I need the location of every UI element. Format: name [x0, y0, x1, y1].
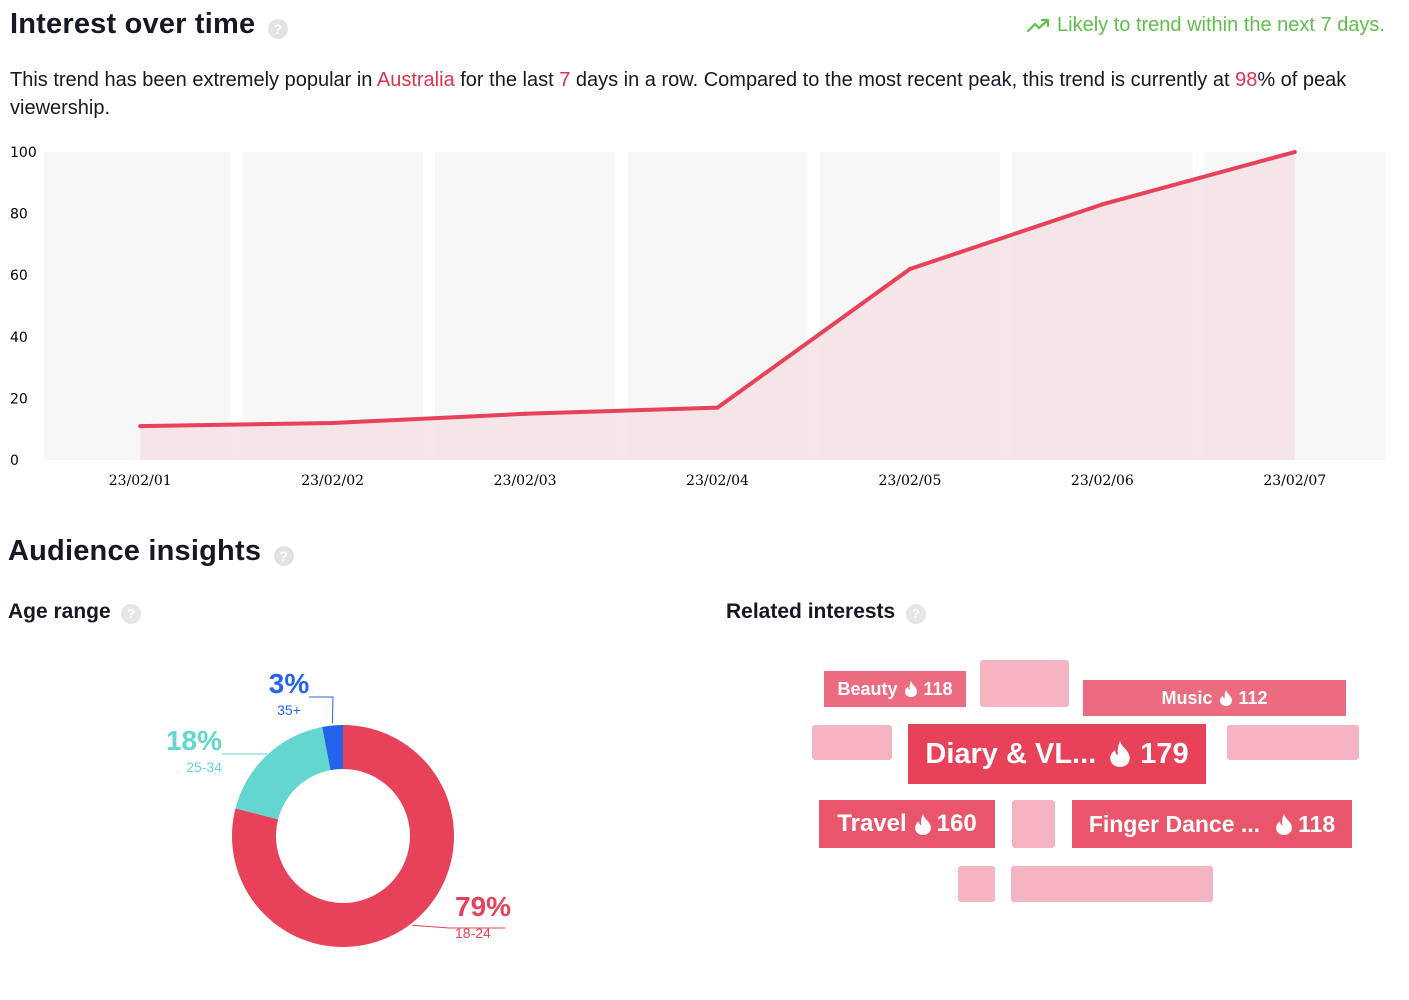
grid-band [434, 152, 616, 460]
flame-icon [1220, 690, 1233, 706]
interest-label: Music [1161, 687, 1213, 708]
data-point[interactable] [1100, 202, 1105, 207]
interest-label: Travel [837, 810, 907, 837]
age-range-header: Age range ? [8, 600, 142, 624]
interest-bubble-beauty[interactable]: Beauty 118 [824, 671, 966, 707]
slice-age-label: 35+ [277, 702, 301, 718]
forecast-text: Likely to trend within the next 7 days. [1057, 14, 1385, 36]
help-icon[interactable]: ? [905, 603, 926, 624]
data-point[interactable] [330, 421, 335, 426]
flame-icon [914, 813, 931, 835]
placeholder-bubble [812, 725, 892, 760]
grid-band [44, 152, 231, 460]
donut-slice-25-34[interactable] [235, 726, 331, 820]
grid-band [242, 152, 423, 460]
desc-part1: This trend has been extremely popular in [10, 69, 377, 91]
y-tick-label: 100 [10, 145, 37, 161]
x-tick-label: 23/02/06 [1071, 473, 1134, 489]
slice-age-label: 18-24 [455, 925, 491, 941]
help-icon[interactable]: ? [273, 545, 294, 566]
desc-part4: % of peak viewership. [10, 69, 1347, 119]
desc-country[interactable]: Australia [376, 69, 455, 91]
placeholder-bubble [1227, 725, 1359, 760]
interest-bubble-diary[interactable]: Diary & VL... 179 [908, 724, 1206, 784]
x-tick-label: 23/02/05 [878, 473, 941, 489]
interest-label: Beauty [837, 678, 898, 699]
slice-age-label: 25-34 [186, 759, 222, 775]
audience-title: Audience insights [8, 535, 262, 567]
interest-bubble-music[interactable]: Music 112 [1083, 680, 1346, 716]
data-point[interactable] [715, 405, 720, 410]
x-tick-label: 23/02/01 [109, 473, 172, 489]
interest-bubble-travel[interactable]: Travel 160 [819, 800, 995, 848]
leader-line [412, 924, 505, 929]
interest-score: 112 [1238, 687, 1268, 708]
help-icon[interactable]: ? [267, 18, 288, 39]
placeholder-bubble [958, 866, 995, 902]
data-point[interactable] [523, 411, 528, 416]
desc-part3: days in a row. Compared to the most rece… [570, 69, 1236, 91]
desc-days: 7 [559, 69, 571, 91]
interest-label: Diary & VL... [925, 737, 1097, 770]
flame-icon [1110, 741, 1130, 767]
interest-score: 179 [1140, 737, 1189, 770]
interest-score: 160 [936, 810, 977, 837]
slice-percent-label: 18% [166, 725, 222, 756]
y-tick-label: 0 [10, 453, 19, 469]
related-interests-header: Related interests ? [726, 600, 926, 624]
placeholder-bubble [1012, 800, 1055, 848]
leader-line [309, 696, 334, 724]
desc-pct: 98 [1235, 69, 1258, 91]
trend-description: This trend has been extremely popular in… [10, 66, 1395, 122]
interest-header: Interest over time ? [10, 8, 288, 41]
slice-percent-label: 79% [455, 891, 511, 922]
donut-slice-18-24[interactable] [232, 725, 454, 947]
interest-score: 118 [1298, 810, 1336, 837]
interest-chart: 100 80 60 40 20 0 23/02/01 23/02/02 23/02/03 23/… [10, 145, 1385, 489]
data-point[interactable] [907, 267, 912, 272]
related-interests-title: Related interests [726, 600, 896, 623]
interest-score: 118 [923, 678, 953, 699]
interest-bubble-finger-dance[interactable]: Finger Dance ... 118 [1072, 800, 1352, 848]
y-tick-label: 60 [10, 268, 28, 284]
donut-slice-35+[interactable] [322, 725, 343, 771]
x-tick-label: 23/02/02 [301, 473, 364, 489]
interest-label: Finger Dance ... [1088, 810, 1261, 837]
trend-up-icon [1026, 18, 1050, 33]
flame-icon [905, 681, 918, 697]
x-tick-label: 23/02/03 [494, 473, 557, 489]
y-tick-label: 80 [10, 207, 28, 223]
audience-header: Audience insights ? [8, 535, 294, 568]
interest-title: Interest over time [10, 8, 256, 40]
y-tick-label: 20 [10, 391, 28, 407]
age-range-title: Age range [8, 600, 111, 623]
placeholder-bubble [980, 660, 1069, 707]
data-point[interactable] [1292, 150, 1297, 154]
flame-icon [1276, 813, 1292, 835]
desc-part2: for the last [454, 69, 560, 91]
age-range-donut: 79% 18-24 18% 25-34 3% 35+ [166, 668, 511, 947]
x-tick-label: 23/02/04 [686, 473, 749, 489]
data-point[interactable] [138, 424, 143, 429]
y-tick-label: 40 [10, 330, 28, 346]
placeholder-bubble [1011, 866, 1213, 902]
forecast-note: Likely to trend within the next 7 days. [1026, 14, 1385, 37]
help-icon[interactable]: ? [121, 603, 142, 624]
x-tick-label: 23/02/07 [1263, 473, 1326, 489]
area-fill [140, 152, 1295, 460]
slice-percent-label: 3% [269, 668, 310, 699]
